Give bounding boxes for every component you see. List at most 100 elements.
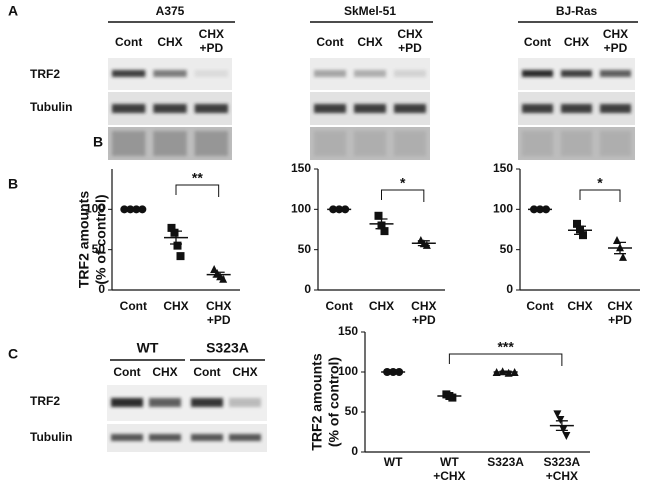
lane-label: CHX	[152, 365, 177, 379]
y-tick-label: 150	[338, 324, 358, 338]
band	[561, 104, 592, 113]
y-tick-label: 0	[351, 444, 358, 458]
x-tick-label: CHX	[163, 299, 188, 313]
panel-label: B	[8, 176, 18, 192]
data-point	[380, 227, 389, 236]
significance-bracket	[381, 189, 425, 202]
lane-label: Cont	[113, 365, 140, 379]
y-tick-label: 50	[92, 242, 106, 256]
y-tick-label: 100	[493, 202, 513, 216]
lane-label: CHX	[232, 365, 257, 379]
error-bar	[574, 225, 586, 235]
blot-title: BJ-Ras	[556, 4, 598, 18]
group-label: S323A	[206, 340, 249, 356]
row-label: Tubulin	[30, 100, 72, 114]
band	[111, 434, 143, 441]
significance-label: *	[597, 175, 603, 191]
data-point	[553, 410, 562, 419]
band	[561, 70, 592, 77]
y-axis-label: (% of control)	[326, 357, 342, 447]
lane-label: CHX	[357, 35, 382, 49]
band	[314, 104, 346, 113]
lane-label: Cont	[115, 35, 142, 49]
band	[394, 70, 426, 77]
lane-label: Cont	[524, 35, 551, 49]
lane-label: Cont	[316, 35, 343, 49]
y-axis-label: TRF2 amounts	[76, 191, 92, 288]
data-point	[219, 274, 228, 283]
band	[149, 398, 181, 407]
error-bar	[417, 240, 430, 247]
band	[354, 70, 386, 77]
lane-label: CHX +PD	[603, 27, 628, 55]
data-point	[170, 228, 179, 237]
band	[229, 434, 261, 441]
significance-label: ***	[497, 339, 514, 355]
band	[394, 131, 426, 156]
x-tick-label: CHX +PD	[411, 299, 436, 327]
x-tick-label: CHX +PD	[206, 299, 231, 327]
data-point	[176, 252, 185, 261]
band	[194, 131, 228, 156]
panel-label: B	[93, 134, 103, 150]
x-tick-label: WT	[384, 455, 403, 469]
row-label: TRF2	[30, 67, 60, 81]
y-tick-label: 0	[506, 282, 513, 296]
x-tick-label: Cont	[120, 299, 147, 313]
band	[354, 104, 386, 113]
band	[112, 70, 146, 77]
y-tick-label: 150	[291, 161, 311, 175]
blot-title: SkMel-51	[344, 4, 396, 18]
band	[522, 104, 553, 113]
data-point	[167, 223, 176, 232]
error-bar	[499, 370, 512, 374]
data-point	[173, 241, 182, 250]
lane-label: CHX +PD	[199, 27, 224, 55]
band	[153, 131, 187, 156]
significance-bracket	[175, 184, 220, 197]
error-bar	[443, 393, 456, 399]
y-tick-label: 50	[500, 242, 514, 256]
x-tick-label: S323A +CHX	[544, 455, 581, 483]
row-label: TRF2	[30, 394, 60, 408]
significance-bracket	[448, 353, 563, 366]
significance-label: *	[400, 175, 406, 191]
x-tick-label: CHX +PD	[607, 299, 632, 327]
error-bar	[614, 241, 626, 255]
band	[600, 104, 631, 113]
data-point	[619, 252, 627, 261]
data-point	[374, 211, 383, 220]
x-tick-label: WT +CHX	[433, 455, 465, 483]
lane-label: CHX	[157, 35, 182, 49]
y-tick-label: 100	[291, 202, 311, 216]
data-point	[573, 219, 581, 228]
lane-label: CHX	[564, 35, 589, 49]
band	[522, 131, 553, 156]
band	[112, 131, 146, 156]
error-bar	[212, 271, 225, 278]
band	[191, 398, 223, 407]
band	[394, 104, 426, 113]
band	[153, 70, 187, 77]
band	[153, 104, 187, 113]
band	[194, 104, 228, 113]
error-bar	[555, 420, 568, 432]
y-tick-label: 100	[85, 202, 105, 216]
lane-label: Cont	[193, 365, 220, 379]
band	[111, 398, 143, 407]
error-bar	[170, 230, 182, 245]
significance-label: **	[192, 170, 203, 186]
y-tick-label: 50	[298, 242, 312, 256]
band	[354, 131, 386, 156]
y-axis-label: (% of control)	[93, 194, 109, 284]
x-tick-label: CHX	[369, 299, 394, 313]
x-tick-label: Cont	[326, 299, 353, 313]
error-bar	[375, 218, 388, 230]
y-tick-label: 100	[338, 364, 358, 378]
x-tick-label: CHX	[567, 299, 592, 313]
band	[229, 398, 261, 407]
blot-title: A375	[156, 4, 185, 18]
band	[600, 131, 631, 156]
data-point	[422, 240, 431, 249]
